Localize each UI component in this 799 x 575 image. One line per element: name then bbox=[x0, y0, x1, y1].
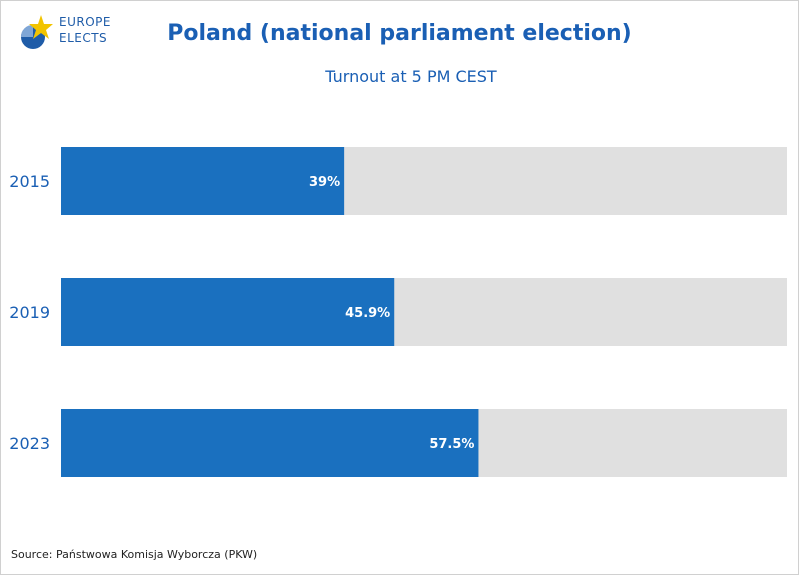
chart-title: Poland (national parliament election) bbox=[167, 21, 632, 46]
data-label: 45.9% bbox=[345, 306, 390, 321]
category-label: 2019 bbox=[9, 303, 50, 322]
europe-elects-logo: EUROPE ELECTS bbox=[17, 13, 127, 53]
bar-2015 bbox=[61, 147, 345, 215]
bar-2023 bbox=[61, 409, 479, 477]
logo-text-line1: EUROPE bbox=[59, 15, 111, 29]
bar-chart: 2015 39% 2019 45.9% 2023 57.5% bbox=[9, 147, 787, 477]
source-note: Source: Państwowa Komisja Wyborcza (PKW) bbox=[11, 548, 258, 561]
chart-subtitle: Turnout at 5 PM CEST bbox=[325, 67, 497, 86]
data-label: 39% bbox=[309, 175, 340, 190]
category-label: 2015 bbox=[9, 172, 50, 191]
category-label: 2023 bbox=[9, 434, 50, 453]
logo-star-icon bbox=[21, 15, 53, 49]
logo-text-line2: ELECTS bbox=[59, 31, 108, 45]
data-label: 57.5% bbox=[429, 437, 474, 452]
bar-2019 bbox=[61, 278, 395, 346]
